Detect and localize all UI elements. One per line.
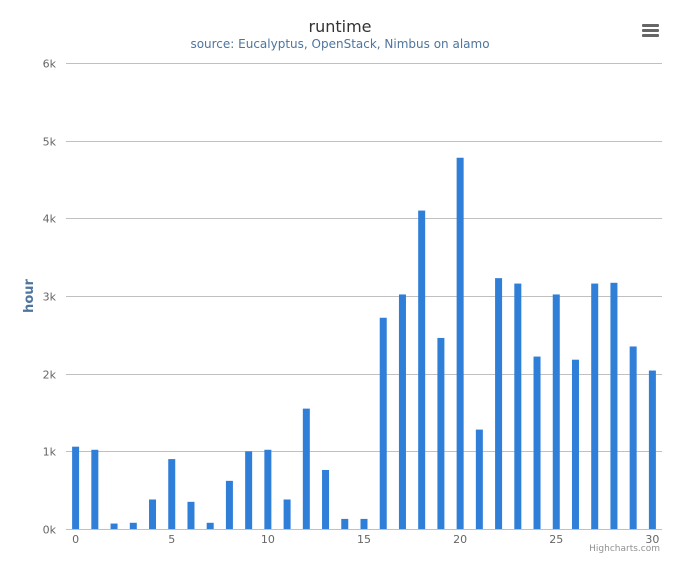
bar[interactable] [149,499,157,529]
bar[interactable] [552,294,560,529]
bar-series [72,157,656,529]
bar[interactable] [456,157,464,529]
bar[interactable] [187,501,195,529]
y-tick-label: 3k [43,291,57,304]
x-tick-label: 30 [645,533,659,546]
bar[interactable] [72,446,80,529]
bar[interactable] [437,337,445,529]
bar[interactable] [398,294,406,529]
y-tick-label: 0k [43,524,57,537]
credits-link[interactable]: Highcharts.com [589,544,660,554]
chart-title: runtime [308,17,372,36]
x-tick-label: 20 [453,533,467,546]
bar[interactable] [283,499,291,529]
bar[interactable] [379,317,387,529]
grid-lines [66,63,662,530]
x-tick-label: 5 [168,533,175,546]
x-tick-label: 0 [72,533,79,546]
bar[interactable] [110,523,118,529]
y-tick-label: 1k [43,446,57,459]
y-axis-title: hour [22,278,37,312]
x-tick-label: 25 [549,533,563,546]
x-tick-label: 15 [357,533,371,546]
bar[interactable] [571,359,579,529]
bar[interactable] [322,469,330,529]
x-axis-tick-labels: 0 5 10 15 20 25 30 [72,533,659,546]
bar[interactable] [591,283,599,529]
bar[interactable] [206,522,214,529]
bar[interactable] [495,278,503,529]
bar[interactable] [610,282,618,529]
bar[interactable] [302,408,310,529]
bar[interactable] [91,449,99,529]
y-tick-label: 6k [43,58,57,71]
y-tick-label: 5k [43,136,57,149]
bar[interactable] [245,451,253,529]
y-tick-label: 4k [43,213,57,226]
bar[interactable] [341,518,349,529]
chart-menu-button[interactable] [639,20,663,40]
y-axis-tick-labels: 0k 1k 2k 3k 4k 5k 6k [43,58,57,537]
bar[interactable] [533,356,541,529]
bar[interactable] [648,370,656,529]
bar[interactable] [514,283,522,529]
hamburger-menu-icon [642,24,659,37]
bar[interactable] [264,449,272,529]
bar[interactable] [129,522,137,529]
chart-subtitle: source: Eucalyptus, OpenStack, Nimbus on… [190,37,490,51]
bar[interactable] [418,210,426,529]
bar[interactable] [225,480,233,529]
bar[interactable] [629,346,637,529]
bar[interactable] [475,429,483,529]
y-tick-label: 2k [43,369,57,382]
bar[interactable] [168,459,176,529]
bar[interactable] [360,518,368,529]
x-tick-label: 10 [261,533,275,546]
